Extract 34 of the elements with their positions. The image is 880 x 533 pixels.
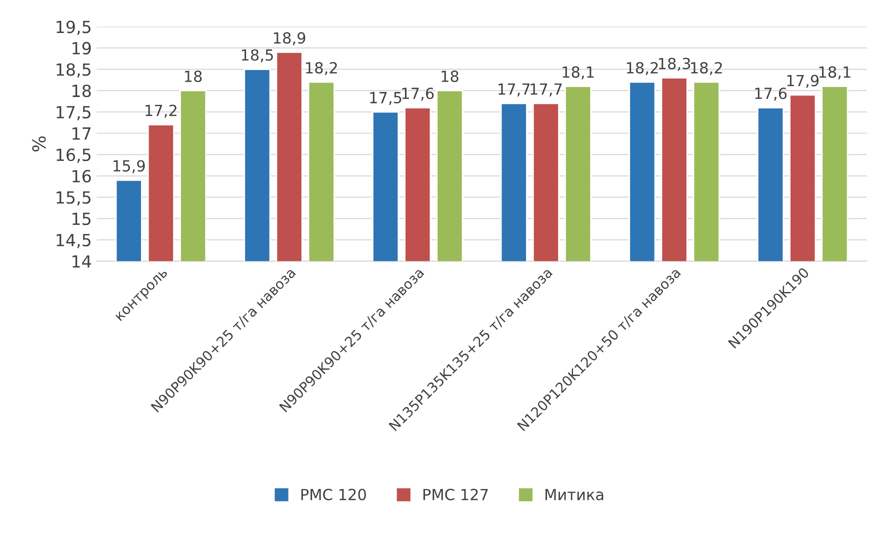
data-label: 15,9 [114,160,145,174]
y-tick-label: 17 [72,127,91,140]
legend-label: РМС 120 [301,488,366,500]
data-label: 17,5 [370,92,402,105]
data-label: 17,7 [530,84,562,96]
data-label: 17,7 [498,84,530,96]
data-label: 18,5 [242,49,273,62]
data-label: 17,2 [146,104,176,118]
data-label: 17,9 [787,74,819,88]
y-axis-title: % [32,136,46,152]
data-label: 18,2 [626,62,658,76]
y-tick-label: 16,5 [56,148,90,163]
y-tick-label: 18 [72,84,91,98]
data-label: 18,1 [819,66,850,80]
y-tick-label: 19,5 [56,20,90,35]
data-label: 18,2 [691,62,722,76]
data-label: 18,3 [658,58,690,71]
y-tick-label: 15,5 [56,191,90,206]
data-label: 17,6 [755,88,787,101]
y-tick-label: 15 [72,212,90,226]
data-label: 18 [442,70,458,82]
y-tick-label: 14,5 [56,234,90,248]
y-tick-label: 18,5 [56,63,90,78]
data-label: 18 [185,70,202,82]
y-tick-label: 14 [72,255,92,268]
y-tick-label: 19 [72,42,91,55]
data-label: 18,2 [306,62,337,76]
legend-label: Митика [546,488,604,500]
y-tick-label: 16 [72,170,91,182]
data-label: 18,1 [562,66,594,80]
data-label: 18,9 [274,32,306,46]
data-label: 17,6 [402,88,434,101]
legend-label: РМС 127 [423,488,488,500]
y-tick-label: 17,5 [56,106,90,120]
